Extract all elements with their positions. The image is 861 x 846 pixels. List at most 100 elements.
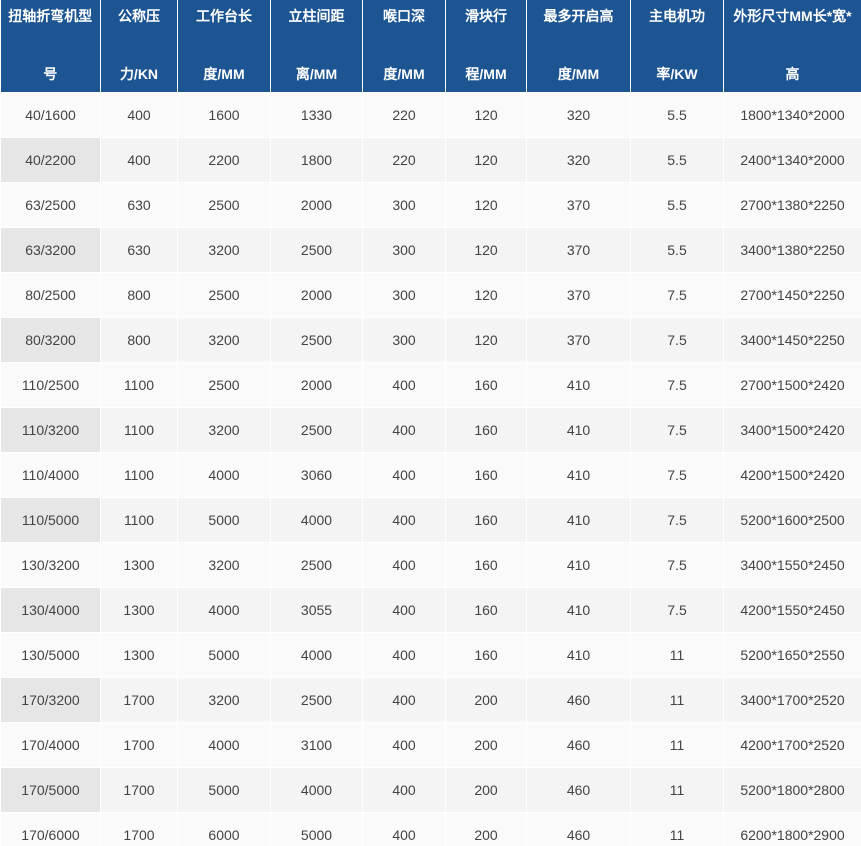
model-cell: 63/2500 <box>0 182 101 228</box>
table-cell: 320 <box>526 92 631 138</box>
table-cell: 400 <box>100 92 178 138</box>
table-cell: 370 <box>526 272 631 318</box>
table-cell: 300 <box>362 182 446 228</box>
table-cell: 2000 <box>270 272 363 318</box>
table-cell: 160 <box>445 362 527 408</box>
header-text: 度/MM <box>557 66 600 82</box>
table-cell: 410 <box>526 407 631 453</box>
model-cell: 130/3200 <box>0 542 101 588</box>
table-cell: 1800 <box>270 137 363 183</box>
model-cell: 110/4000 <box>0 452 101 498</box>
table-cell: 5000 <box>177 497 271 543</box>
table-cell: 11 <box>630 767 724 813</box>
header-text: 度/MM <box>383 66 425 82</box>
table-cell: 460 <box>526 722 631 768</box>
table-cell: 1700 <box>100 722 178 768</box>
table-cell: 400 <box>362 362 446 408</box>
header-cell: 扭轴折弯机型号 <box>0 0 101 93</box>
table-cell: 120 <box>445 92 527 138</box>
table-cell: 3100 <box>270 722 363 768</box>
table-row: 63/2500 630 2500 2000 300 120 370 5.5 2700*1380*… <box>0 182 861 228</box>
table-cell: 7.5 <box>630 452 724 498</box>
table-cell: 4000 <box>177 587 271 633</box>
table-cell: 1700 <box>100 812 178 846</box>
table-cell: 3400*1500*2420 <box>723 407 861 453</box>
table-row: 63/3200 630 3200 2500 300 120 370 5.5 3400*1380*… <box>0 227 861 273</box>
table-row: 130/4000 1300 4000 3055 400 160 410 7.5 4200*155… <box>0 587 861 633</box>
table-cell: 1300 <box>100 587 178 633</box>
table-cell: 2500 <box>177 362 271 408</box>
table-cell: 120 <box>445 137 527 183</box>
table-cell: 400 <box>100 137 178 183</box>
table-row: 80/3200 800 3200 2500 300 120 370 7.5 3400*1450*… <box>0 317 861 363</box>
table-cell: 2000 <box>270 182 363 228</box>
model-cell: 110/2500 <box>0 362 101 408</box>
table-cell: 370 <box>526 227 631 273</box>
table-cell: 7.5 <box>630 587 724 633</box>
table-cell: 1700 <box>100 677 178 723</box>
table-cell: 400 <box>362 632 446 678</box>
header-text: 高 <box>785 66 800 82</box>
header-cell: 最多开启高 度/MM <box>526 0 631 93</box>
table-cell: 5000 <box>177 767 271 813</box>
table-cell: 2700*1450*2250 <box>723 272 861 318</box>
table-cell: 1700 <box>100 767 178 813</box>
table-cell: 400 <box>362 587 446 633</box>
table-cell: 7.5 <box>630 317 724 363</box>
table-cell: 2500 <box>177 272 271 318</box>
model-cell: 63/3200 <box>0 227 101 273</box>
table-cell: 7.5 <box>630 362 724 408</box>
table-cell: 630 <box>100 182 178 228</box>
table-cell: 2500 <box>270 317 363 363</box>
table-cell: 2000 <box>270 362 363 408</box>
model-cell: 80/2500 <box>0 272 101 318</box>
table-cell: 5200*1800*2800 <box>723 767 861 813</box>
table-row: 80/2500 800 2500 2000 300 120 370 7.5 2700*1450*… <box>0 272 861 318</box>
table-cell: 160 <box>445 542 527 588</box>
table-cell: 1100 <box>100 362 178 408</box>
table-row: 40/2200 400 2200 1800 220 120 320 5.5 2400*1340*… <box>0 137 861 183</box>
model-cell: 170/5000 <box>0 767 101 813</box>
table-cell: 3200 <box>177 317 271 363</box>
table-cell: 160 <box>445 632 527 678</box>
table-cell: 5200*1650*2550 <box>723 632 861 678</box>
table-body: 40/1600 400 1600 1330 220 120 320 5.5 1800*1340*… <box>0 92 861 846</box>
model-cell: 40/2200 <box>0 137 101 183</box>
table-cell: 200 <box>445 812 527 846</box>
table-cell: 400 <box>362 812 446 846</box>
table-cell: 160 <box>445 497 527 543</box>
header-text: 力/KN <box>119 66 159 82</box>
table-cell: 800 <box>100 317 178 363</box>
table-cell: 4200*1700*2520 <box>723 722 861 768</box>
table-cell: 4000 <box>270 767 363 813</box>
table-cell: 1600 <box>177 92 271 138</box>
table-cell: 4200*1500*2420 <box>723 452 861 498</box>
table-cell: 400 <box>362 677 446 723</box>
table-cell: 4000 <box>177 452 271 498</box>
table-cell: 300 <box>362 272 446 318</box>
table-cell: 200 <box>445 677 527 723</box>
header-text: 立柱间距 <box>288 8 345 24</box>
table-cell: 3400*1450*2250 <box>723 317 861 363</box>
table-cell: 1800*1340*2000 <box>723 92 861 138</box>
table-cell: 1300 <box>100 542 178 588</box>
model-cell: 110/3200 <box>0 407 101 453</box>
table-cell: 7.5 <box>630 407 724 453</box>
table-cell: 120 <box>445 182 527 228</box>
table-cell: 11 <box>630 722 724 768</box>
table-cell: 7.5 <box>630 272 724 318</box>
header-text: 度/MM <box>203 66 245 82</box>
table-cell: 400 <box>362 542 446 588</box>
table-cell: 4000 <box>270 632 363 678</box>
table-cell: 400 <box>362 722 446 768</box>
table-cell: 11 <box>630 812 724 846</box>
table-cell: 370 <box>526 182 631 228</box>
header-cell: 工作台长 度/MM <box>177 0 271 93</box>
table-row: 170/5000 1700 5000 4000 400 200 460 11 5200*1800… <box>0 767 861 813</box>
table-cell: 6200*1800*2900 <box>723 812 861 846</box>
table-cell: 410 <box>526 362 631 408</box>
table-row: 40/1600 400 1600 1330 220 120 320 5.5 1800*1340*… <box>0 92 861 138</box>
table-cell: 2500 <box>270 542 363 588</box>
